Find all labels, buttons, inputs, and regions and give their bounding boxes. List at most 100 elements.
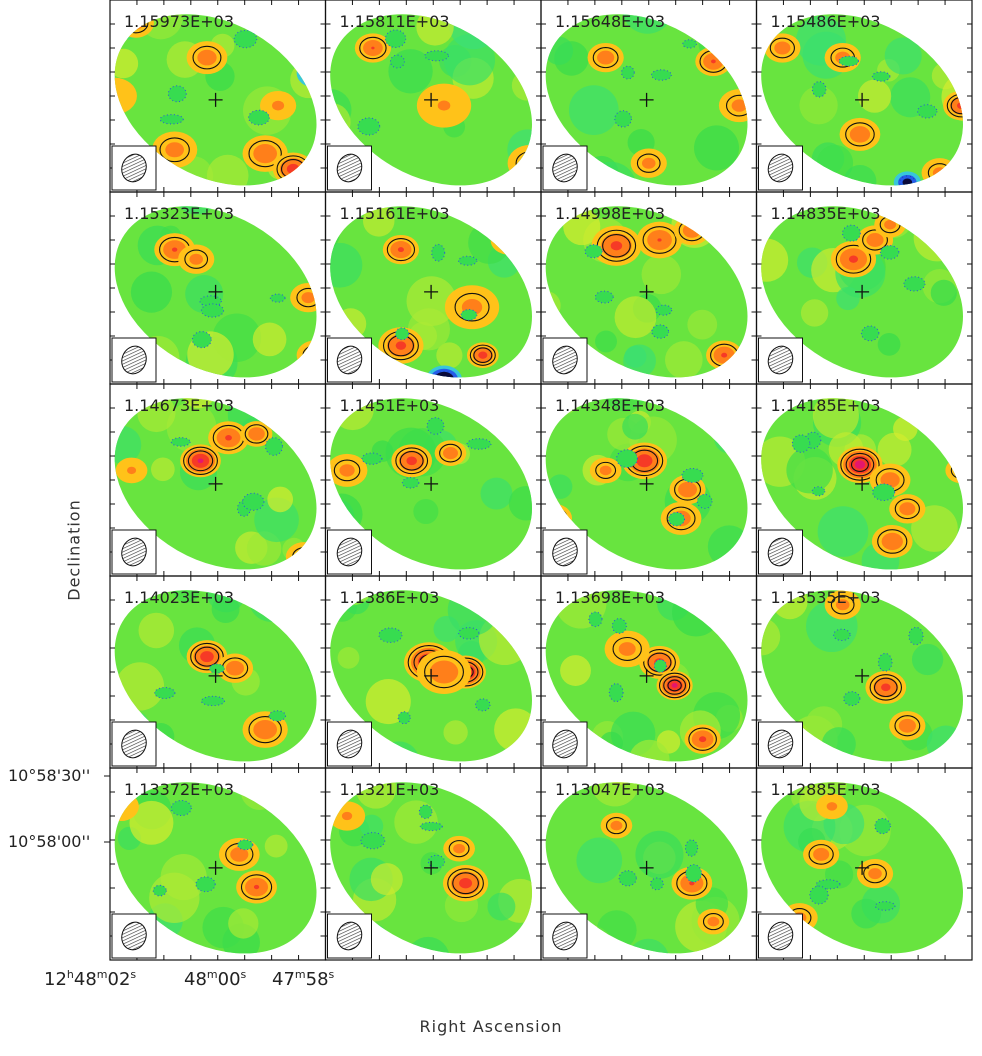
channel-velocity-label: 1.1386E+03 <box>340 588 440 607</box>
negative-contour <box>875 902 895 911</box>
negative-contour <box>622 66 635 79</box>
emission-blob <box>881 684 890 692</box>
negative-contour <box>812 487 825 496</box>
emission-blob <box>297 58 333 87</box>
negative-contour <box>668 512 684 525</box>
negative-contour <box>685 840 697 856</box>
negative-contour <box>467 439 491 450</box>
negative-contour <box>609 684 623 702</box>
channel-velocity-label: 1.13047E+03 <box>555 780 665 799</box>
negative-contour <box>425 51 449 61</box>
negative-contour <box>192 332 211 348</box>
emission-blob <box>950 97 972 115</box>
emission-blob <box>678 482 697 497</box>
emission-blob <box>478 352 487 359</box>
emission-blob <box>957 102 965 109</box>
channel-panel: 1.15486E+03 <box>757 0 982 198</box>
contour-line <box>303 346 326 365</box>
contour-line <box>285 584 302 598</box>
emission-blob <box>272 101 284 111</box>
emission-blob <box>253 720 277 739</box>
emission-blob <box>672 683 678 688</box>
emission-blob <box>189 254 203 265</box>
emission-blob <box>225 435 232 440</box>
negative-contour <box>918 105 937 118</box>
channel-velocity-label: 1.13372E+03 <box>124 780 234 799</box>
negative-contour <box>652 325 669 338</box>
channel-panel: 1.1321E+03 <box>326 768 543 980</box>
negative-contour <box>266 438 283 456</box>
channel-velocity-label: 1.14185E+03 <box>771 396 881 415</box>
emission-blob <box>443 447 458 459</box>
emission-blob <box>955 466 967 476</box>
channel-velocity-label: 1.13535E+03 <box>771 588 881 607</box>
negative-contour <box>617 450 638 468</box>
negative-contour <box>651 70 671 80</box>
emission-blob <box>311 70 319 76</box>
channel-panel: 1.15323E+03 <box>110 170 334 388</box>
emission-blob <box>287 164 300 174</box>
channel-velocity-label: 1.15161E+03 <box>340 204 450 223</box>
emission-blob <box>657 238 661 241</box>
negative-contour <box>304 64 325 81</box>
negative-contour <box>585 245 602 258</box>
emission-blob <box>504 787 514 795</box>
emission-blob <box>430 660 458 683</box>
emission-blob <box>301 62 328 84</box>
channel-panel: 1.15648E+03 <box>525 0 773 213</box>
channel-panel: 1.15161E+03 <box>308 192 541 404</box>
negative-contour <box>810 886 828 904</box>
emission-blob <box>827 802 838 811</box>
channel-panel: 1.1386E+03 <box>316 562 541 783</box>
negative-contour <box>843 225 861 241</box>
emission-blob <box>248 427 265 440</box>
channel-velocity-label: 1.14348E+03 <box>555 396 665 415</box>
negative-contour <box>861 326 878 341</box>
emission-blob <box>721 353 727 358</box>
negative-contour <box>269 711 285 721</box>
emission-blob <box>116 802 126 810</box>
contour-line <box>951 462 971 478</box>
negative-contour <box>461 309 477 320</box>
negative-contour <box>379 628 402 642</box>
emission-blob <box>438 101 451 111</box>
negative-contour <box>238 840 253 850</box>
emission-blob <box>198 458 204 463</box>
negative-contour <box>872 72 890 82</box>
negative-contour <box>420 822 442 830</box>
emission-blob <box>899 719 916 733</box>
channel-panel: 1.14835E+03 <box>745 192 972 392</box>
negative-contour <box>880 246 898 260</box>
emission-blob <box>398 247 404 252</box>
negative-contour <box>459 628 479 639</box>
channel-velocity-label: 1.14835E+03 <box>771 204 881 223</box>
emission-blob <box>636 454 652 467</box>
negative-contour <box>160 115 183 124</box>
negative-contour <box>875 818 890 833</box>
axes-ticks <box>104 776 110 842</box>
emission-blob <box>502 235 516 246</box>
channel-velocity-label: 1.12885E+03 <box>771 780 881 799</box>
negative-contour <box>682 468 703 482</box>
emission-blob <box>732 99 747 111</box>
negative-contour <box>812 82 826 97</box>
emission-blob <box>127 467 136 474</box>
contour-line <box>500 784 517 798</box>
emission-blob <box>253 144 277 163</box>
emission-blob <box>226 661 244 676</box>
channel-panel: 1.14023E+03 <box>104 574 341 768</box>
channel-panel: 1.14348E+03 <box>530 365 781 576</box>
negative-contour <box>686 865 702 882</box>
negative-contour <box>909 627 923 644</box>
y-axis-label-wrapper: Declination <box>44 470 104 630</box>
emission-blob <box>642 158 656 169</box>
negative-contour <box>171 438 190 447</box>
emission-blob <box>952 832 982 858</box>
negative-contour <box>249 110 270 125</box>
emission-blob <box>495 780 522 802</box>
emission-blob <box>855 460 865 468</box>
y-tick-label: 10°58'30'' <box>8 766 90 785</box>
channel-velocity-label: 1.14673E+03 <box>124 396 234 415</box>
